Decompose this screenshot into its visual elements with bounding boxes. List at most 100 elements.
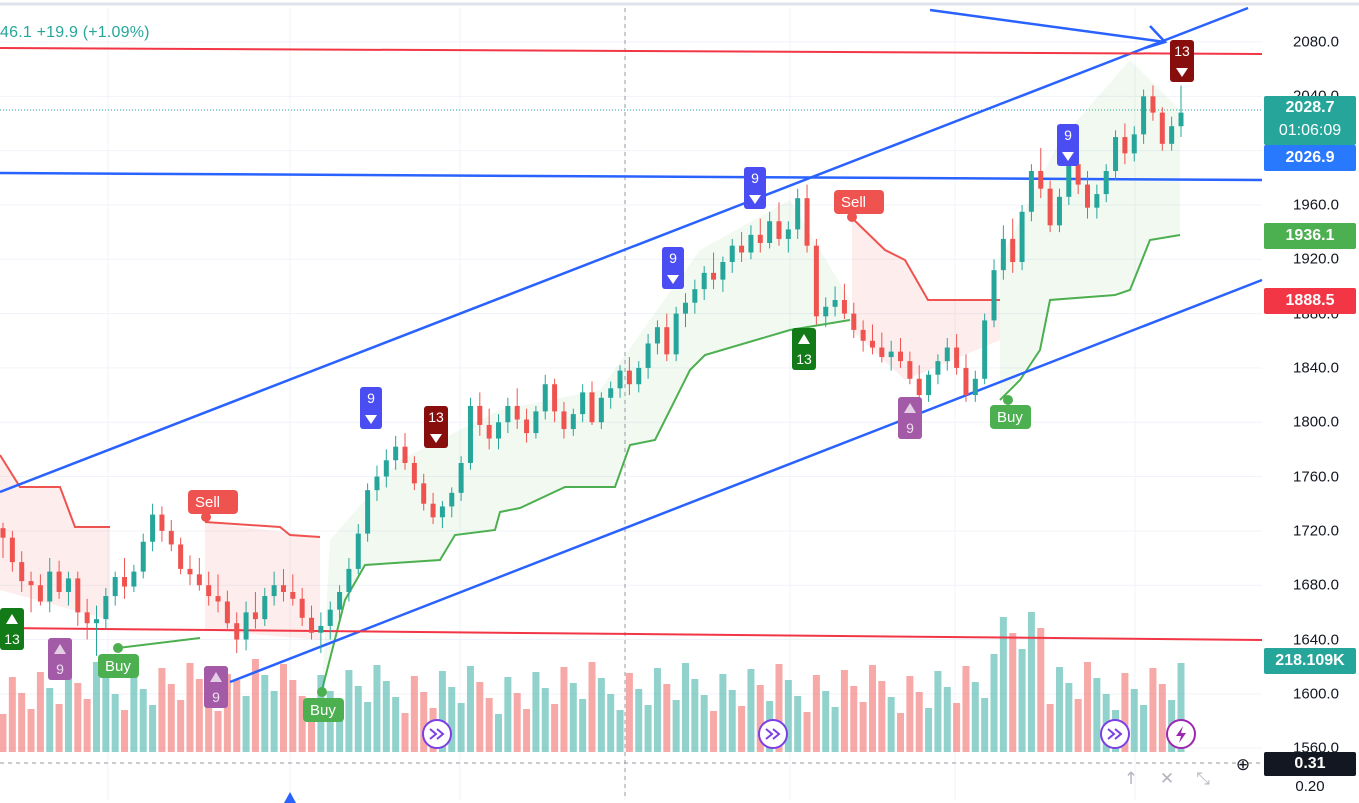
candle-body (514, 405, 520, 420)
volume-bar (822, 691, 830, 752)
volume-bar (868, 665, 876, 752)
td-9-buy-marker (48, 638, 72, 680)
volume-bar (1046, 704, 1054, 752)
sell-signal-dot (847, 212, 857, 222)
sub-pane-value-tag: 0.31 (1264, 752, 1356, 776)
volume-bar (597, 678, 605, 752)
volume-bar (18, 693, 26, 752)
candle-body (290, 591, 296, 599)
scroll-up-icon[interactable]: ↑ (1123, 769, 1139, 789)
volume-bar (364, 702, 372, 752)
collapse-icon[interactable]: ⤡ (1196, 769, 1210, 789)
candle-body (234, 623, 240, 640)
candle-body (748, 234, 754, 253)
candle-body (262, 596, 268, 620)
buy-signal-dot (1003, 395, 1013, 405)
price-axis-label: 1760.0 (1293, 468, 1339, 486)
bar-countdown: 01:06:09 (1278, 122, 1342, 139)
candle-body (1169, 126, 1175, 144)
down-arrow-icon (1176, 68, 1188, 77)
candle-body (701, 272, 707, 290)
candle-body (598, 397, 604, 423)
volume-bar (308, 712, 316, 752)
volume-bar (1177, 663, 1185, 752)
volume-bar (635, 689, 643, 752)
volume-bar (373, 665, 381, 752)
volume-tag: 218.109K (1264, 648, 1356, 674)
crosshair-add-icon[interactable]: ⊕ (1235, 755, 1251, 775)
channel-upper-line (0, 6, 1249, 494)
volume-bar (251, 659, 259, 752)
candle-body (841, 300, 847, 314)
candle-body (65, 578, 71, 592)
sell-signal-dot (201, 512, 211, 522)
arrow-line (929, 8, 1166, 44)
close-icon[interactable]: ✕ (1159, 769, 1175, 789)
candle-body (131, 571, 137, 587)
candle-body (9, 537, 15, 563)
volume-bar (616, 710, 624, 752)
candle-body (795, 198, 801, 230)
td-13-buy-marker (792, 328, 816, 370)
td-9-buy-text: 9 (212, 689, 220, 705)
candle-body (1159, 112, 1165, 144)
volume-bar (177, 700, 185, 752)
price-axis-label: 1800.0 (1293, 413, 1339, 431)
candle-body (421, 483, 427, 504)
last-price-tag: 2028.7 01:06:09 (1264, 96, 1356, 145)
candle-body (813, 245, 819, 317)
candle-body (318, 625, 324, 633)
candle-body (196, 574, 202, 586)
volume-bar (270, 691, 278, 752)
volume-bar (504, 677, 512, 752)
candle-body (280, 585, 286, 592)
volume-bar (719, 674, 727, 752)
candle-body (1028, 171, 1034, 212)
volume-bar (691, 679, 699, 752)
volume-bar (803, 712, 811, 752)
volume-bar (897, 713, 905, 752)
volume-bar (27, 709, 35, 752)
lightning-icon-glyph (1176, 726, 1186, 743)
volume-bar (74, 683, 82, 752)
double-arrow-icon-glyph (1107, 728, 1123, 740)
volume-bar (663, 684, 671, 752)
volume-bar (747, 669, 755, 752)
volume-bar (644, 705, 652, 752)
price-axis-label: 1920.0 (1293, 250, 1339, 268)
td-9-sell-marker (744, 167, 766, 209)
volume-bar (167, 684, 175, 752)
candle-body (243, 612, 249, 640)
candle-body (533, 411, 539, 434)
buy-signal-dot (113, 643, 123, 653)
candle-body (739, 245, 745, 253)
volume-bar (925, 708, 933, 752)
candle-body (159, 514, 165, 531)
candle-body (991, 270, 997, 321)
double-arrow-icon-glyph (765, 728, 781, 740)
candle-body (383, 460, 389, 477)
volume-bar (448, 687, 456, 752)
candle-body (982, 320, 988, 379)
supertrend-fill (0, 60, 1181, 691)
volume-bar (139, 689, 147, 752)
candle-body (729, 245, 735, 262)
candle-body (47, 571, 53, 602)
volume-bar (710, 711, 718, 752)
up-arrow-icon (54, 644, 66, 654)
candle-body (299, 598, 305, 618)
down-arrow-icon (667, 275, 679, 284)
td-13-buy-text: 13 (4, 631, 20, 647)
volume-bar (195, 679, 203, 752)
volume-bar (700, 695, 708, 752)
volume-bar (541, 688, 549, 752)
candle-body (346, 568, 352, 592)
volume-bar (223, 674, 231, 752)
candle-body (75, 578, 81, 613)
candle-body (898, 351, 904, 362)
candle-body (486, 424, 492, 439)
volume-bar (850, 686, 858, 752)
candle-body (654, 327, 660, 344)
price-axis-label: 1840.0 (1293, 359, 1339, 377)
